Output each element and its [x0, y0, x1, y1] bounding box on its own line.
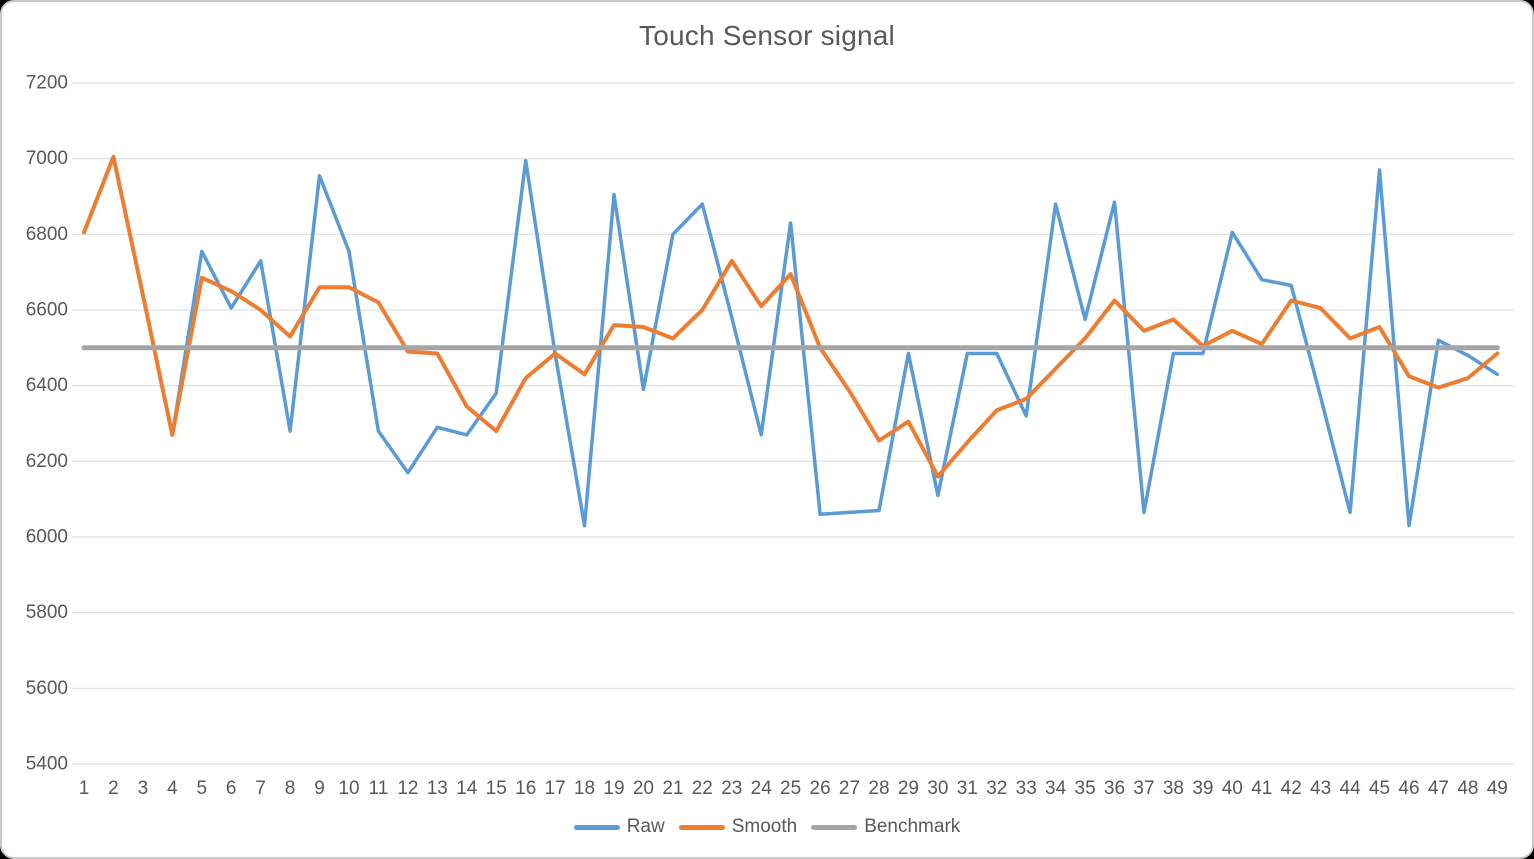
- legend-label: Smooth: [731, 816, 798, 837]
- x-axis-tick-label: 24: [751, 778, 773, 799]
- y-axis-tick-label: 6400: [26, 375, 68, 396]
- x-axis-tick-label: 31: [957, 778, 978, 799]
- x-axis-tick-label: 27: [839, 778, 860, 799]
- y-axis-tick-label: 5800: [26, 602, 68, 623]
- x-axis-tick-label: 46: [1398, 778, 1419, 799]
- x-axis-tick-label: 17: [545, 778, 566, 799]
- y-axis-tick-label: 6000: [26, 527, 68, 548]
- x-axis-tick-label: 34: [1045, 778, 1067, 799]
- legend-item-smooth[interactable]: Smooth: [678, 816, 798, 838]
- x-axis-tick-label: 45: [1369, 778, 1390, 799]
- x-axis-tick-label: 40: [1222, 778, 1243, 799]
- y-axis-tick-label: 6800: [26, 224, 68, 245]
- x-axis-tick-label: 38: [1163, 778, 1184, 799]
- x-axis-tick-label: 2: [108, 778, 119, 799]
- x-axis-tick-label: 14: [456, 778, 478, 799]
- x-axis-tick-label: 16: [515, 778, 536, 799]
- x-axis-tick-label: 39: [1192, 778, 1213, 799]
- y-axis-tick-label: 5600: [26, 678, 68, 699]
- x-axis-tick-label: 4: [167, 778, 178, 799]
- x-axis-tick-label: 15: [486, 778, 507, 799]
- legend-swatch-raw: [573, 824, 620, 830]
- x-axis-tick-label: 28: [868, 778, 889, 799]
- series-smooth-line: [82, 154, 1500, 479]
- x-axis-tick-label: 43: [1310, 778, 1331, 799]
- x-axis-tick-label: 44: [1340, 778, 1362, 799]
- x-axis-tick-label: 22: [692, 778, 713, 799]
- x-axis-tick-label: 41: [1251, 778, 1272, 799]
- x-axis-tick-label: 36: [1104, 778, 1125, 799]
- x-axis-tick-label: 30: [927, 778, 948, 799]
- y-axis-tick-label: 6200: [26, 451, 68, 472]
- x-axis-tick-label: 21: [662, 778, 683, 799]
- x-axis-tick-label: 33: [1016, 778, 1037, 799]
- x-axis-tick-label: 37: [1133, 778, 1154, 799]
- legend-label: Benchmark: [864, 816, 961, 837]
- x-axis-tick-label: 25: [780, 778, 801, 799]
- legend-swatch-smooth: [678, 824, 725, 830]
- legend-label: Raw: [626, 816, 665, 837]
- y-axis-tick-label: 6600: [26, 300, 68, 321]
- chart-title: Touch Sensor signal: [639, 20, 895, 51]
- x-axis-tick-label: 10: [338, 778, 359, 799]
- x-axis-tick-label: 12: [397, 778, 418, 799]
- x-axis-tick-label: 32: [986, 778, 1007, 799]
- legend-item-raw[interactable]: Raw: [573, 816, 665, 838]
- legend-swatch-benchmark: [811, 824, 858, 830]
- x-axis-tick-label: 48: [1457, 778, 1478, 799]
- legend: Raw Smooth Benchmark: [2, 816, 1532, 838]
- x-axis-tick-label: 49: [1487, 778, 1508, 799]
- x-axis-tick-label: 26: [810, 778, 831, 799]
- x-axis-tick-label: 47: [1428, 778, 1449, 799]
- series-raw-line: [82, 155, 1500, 528]
- x-axis-tick-label: 3: [138, 778, 149, 799]
- legend-item-benchmark[interactable]: Benchmark: [811, 816, 960, 838]
- x-axis-tick-label: 29: [898, 778, 919, 799]
- x-axis-tick-label: 19: [603, 778, 624, 799]
- x-axis-tick-label: 5: [197, 778, 208, 799]
- x-axis-tick-label: 1: [79, 778, 90, 799]
- x-axis-tick-label: 6: [226, 778, 237, 799]
- y-axis-tick-label: 7000: [26, 148, 68, 169]
- x-axis-tick-label: 8: [285, 778, 296, 799]
- x-axis-tick-label: 23: [721, 778, 742, 799]
- x-axis-tick-label: 18: [574, 778, 595, 799]
- y-axis-tick-label: 5400: [26, 754, 68, 775]
- x-axis-tick-label: 9: [314, 778, 325, 799]
- x-axis-tick-label: 42: [1281, 778, 1302, 799]
- x-axis-tick-label: 20: [633, 778, 654, 799]
- x-axis-tick-label: 11: [369, 778, 389, 799]
- x-axis-tick-label: 35: [1075, 778, 1096, 799]
- y-axis-tick-label: 7200: [26, 73, 68, 94]
- x-axis-tick-label: 13: [427, 778, 448, 799]
- x-axis-tick-label: 7: [255, 778, 266, 799]
